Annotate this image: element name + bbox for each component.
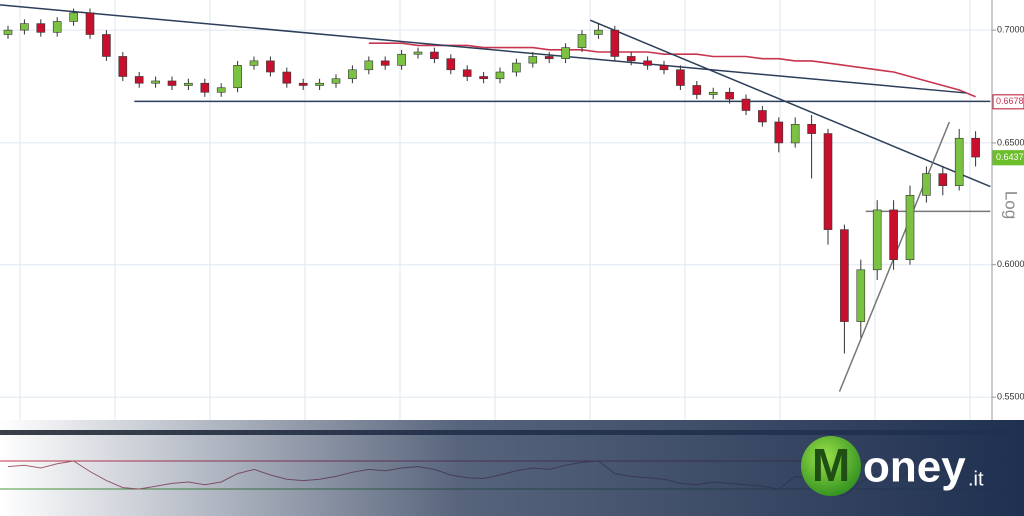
candle-body bbox=[823, 133, 833, 230]
candle-body bbox=[315, 82, 324, 86]
candle-body bbox=[167, 80, 177, 86]
candle-body bbox=[282, 71, 292, 84]
candle-body bbox=[905, 195, 915, 260]
candle-body bbox=[561, 47, 570, 59]
candle-body bbox=[577, 34, 587, 48]
candle-body bbox=[528, 56, 538, 64]
candle-body bbox=[741, 98, 751, 111]
candle-body bbox=[790, 123, 800, 144]
logo-mark: M bbox=[812, 439, 850, 491]
candle-body bbox=[692, 85, 702, 95]
candle-body bbox=[20, 23, 29, 31]
y-tick-label: 0.6500 bbox=[997, 137, 1024, 147]
candle-body bbox=[610, 29, 620, 57]
logo-name: oney bbox=[863, 443, 966, 492]
candle-body bbox=[856, 269, 866, 322]
candle-body bbox=[643, 60, 652, 66]
candle-body bbox=[840, 229, 849, 322]
candle-body bbox=[200, 82, 210, 93]
y-tick-label: 0.5500 bbox=[997, 392, 1024, 402]
candle-body bbox=[807, 123, 816, 134]
candle-body bbox=[249, 60, 259, 66]
candle-body bbox=[725, 91, 734, 100]
trendline bbox=[589, 19, 991, 188]
candle-body bbox=[774, 121, 784, 144]
candle-body bbox=[544, 56, 554, 59]
candle-body bbox=[134, 76, 144, 84]
price-marker bbox=[992, 94, 1024, 110]
candle-body bbox=[495, 71, 505, 80]
candle-body bbox=[298, 82, 308, 86]
candle-body bbox=[676, 69, 685, 86]
candle-body bbox=[922, 173, 931, 196]
candle-body bbox=[102, 34, 111, 57]
y-tick-label: 0.6000 bbox=[997, 259, 1024, 269]
candle-body bbox=[266, 60, 275, 73]
candle-body bbox=[462, 69, 472, 77]
candle-body bbox=[216, 87, 226, 93]
candle-body bbox=[151, 80, 160, 84]
candle-body bbox=[872, 209, 882, 271]
price-marker-label: 0.6678 bbox=[996, 96, 1024, 106]
candle-body bbox=[594, 29, 603, 35]
candle-body bbox=[118, 56, 128, 77]
candle-body bbox=[348, 69, 357, 80]
candle-body bbox=[971, 137, 980, 158]
candle-body bbox=[85, 12, 95, 35]
trendline bbox=[0, 4, 966, 94]
candle-body bbox=[758, 110, 767, 123]
candle-body bbox=[512, 62, 521, 73]
candle-body bbox=[430, 51, 439, 59]
candle-body bbox=[184, 82, 193, 86]
price-marker-label: 0.6437 bbox=[996, 152, 1024, 162]
candle-body bbox=[36, 23, 46, 33]
candle-body bbox=[659, 65, 669, 71]
candle-body bbox=[331, 78, 341, 84]
candle-body bbox=[954, 137, 964, 186]
logo-suffix: .it bbox=[968, 468, 984, 490]
scale-label: Log bbox=[1002, 191, 1021, 219]
candle-body bbox=[708, 91, 718, 95]
candle-body bbox=[233, 65, 242, 89]
candle-body bbox=[3, 29, 13, 35]
logo: M oney .it bbox=[801, 436, 984, 496]
candle-body bbox=[52, 21, 62, 33]
candle-body bbox=[889, 209, 898, 260]
candle-body bbox=[479, 76, 488, 80]
candle-body bbox=[364, 60, 374, 71]
price-panel: 0.7000 0.6500 0.6000 0.5500 Log 0.6678 0.6437 bbox=[0, 0, 1024, 420]
candle-body bbox=[69, 12, 78, 22]
candle-body bbox=[413, 51, 423, 55]
y-tick-label: 0.7000 bbox=[997, 25, 1024, 35]
logo-ball bbox=[801, 436, 861, 496]
candle-body bbox=[626, 56, 636, 62]
candle-body bbox=[397, 53, 406, 66]
price-marker bbox=[992, 150, 1024, 166]
candle-body bbox=[446, 58, 456, 71]
candle-body bbox=[938, 173, 948, 186]
candle-body bbox=[380, 60, 390, 66]
